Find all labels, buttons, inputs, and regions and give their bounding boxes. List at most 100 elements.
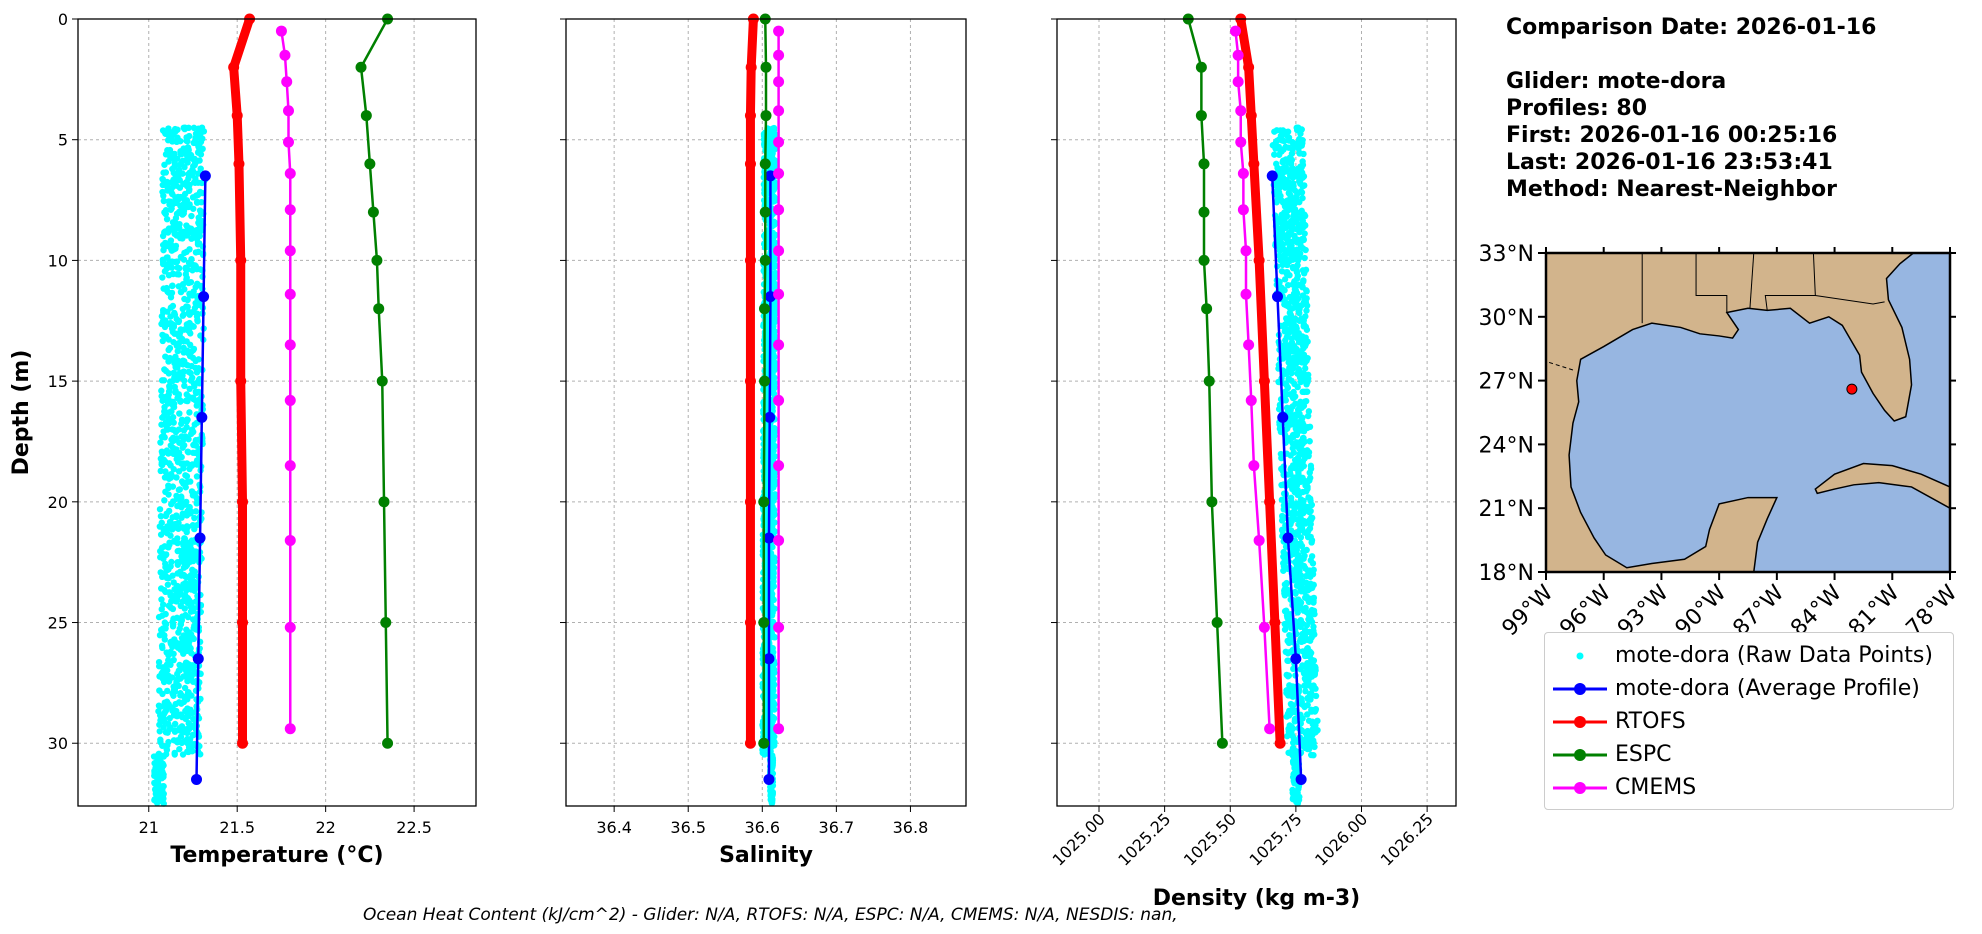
raw-point [1283, 177, 1291, 184]
raw-point [1296, 149, 1303, 157]
raw-point [182, 484, 189, 491]
raw-point [768, 148, 776, 155]
y-axis-label: Depth (m) [9, 350, 34, 476]
raw-point [1278, 517, 1286, 524]
raw-point [174, 502, 181, 510]
raw-point [176, 486, 183, 493]
raw-point [768, 792, 775, 799]
raw-point [190, 288, 197, 295]
raw-point [1289, 165, 1296, 172]
raw-point [1289, 174, 1297, 181]
raw-point [156, 794, 163, 801]
raw-point [770, 699, 777, 706]
raw-point [1305, 596, 1312, 604]
rtofs-marker [1264, 496, 1276, 508]
raw-point [162, 130, 169, 137]
raw-point [185, 720, 192, 727]
espc-marker [360, 110, 372, 122]
profile-panel-3: 1025.00 1025.25 1025.50 1025.75 1026.00 1026.… [1049, 13, 1457, 911]
raw-point [156, 506, 164, 513]
axes-frame [1056, 18, 1457, 807]
mote-dora-average-profile-line [1271, 175, 1303, 780]
raw-point [180, 564, 188, 571]
raw-point [1302, 607, 1309, 614]
raw-point [189, 449, 197, 456]
cmems-marker [773, 204, 785, 216]
raw-point [1295, 577, 1302, 585]
espc-marker [759, 158, 771, 170]
gulf-of-mexico [1568, 252, 1951, 573]
raw-point [1303, 546, 1310, 554]
raw-point [1292, 442, 1299, 449]
raw-point [1280, 562, 1288, 569]
raw-point [188, 674, 195, 682]
raw-point [184, 594, 191, 602]
raw-point [190, 441, 197, 449]
x-axis-label: Temperature (°C) [170, 843, 383, 868]
raw-point [175, 519, 182, 527]
raw-point [168, 282, 176, 290]
raw-point [168, 558, 175, 566]
rtofs-marker [1248, 158, 1260, 170]
raw-point [165, 657, 172, 664]
raw-point [178, 739, 185, 747]
raw-point [1305, 678, 1312, 685]
raw-point [1274, 234, 1282, 241]
raw-point [1292, 354, 1299, 361]
raw-point [1285, 672, 1293, 679]
mote-dora-average-profile-line [767, 175, 772, 780]
raw-point [1291, 286, 1299, 293]
rtofs-marker [1243, 61, 1255, 73]
raw-point [1274, 165, 1282, 172]
raw-point [1281, 380, 1289, 387]
raw-point [199, 135, 206, 142]
raw-point [190, 345, 198, 353]
raw-point [165, 358, 172, 365]
raw-point [1287, 255, 1294, 263]
raw-point [170, 650, 177, 658]
raw-point [1296, 309, 1303, 317]
raw-point [1291, 718, 1298, 725]
raw-point [167, 198, 174, 205]
raw-point [1300, 317, 1307, 324]
raw-point [190, 550, 198, 557]
espc-marker [1198, 254, 1210, 266]
raw-point [177, 137, 184, 145]
state-border [1695, 253, 1728, 313]
espc-marker [760, 110, 772, 122]
raw-point [195, 388, 202, 396]
raw-point [1295, 785, 1302, 793]
raw-point [186, 503, 193, 511]
cmems-marker [773, 339, 785, 351]
raw-point [187, 478, 194, 485]
y-tick-label: 20 [48, 493, 68, 512]
espc-marker [380, 617, 392, 629]
raw-point [179, 312, 187, 319]
raw-point [158, 585, 165, 592]
raw-point [194, 318, 201, 325]
raw-point [1307, 696, 1314, 703]
cmems-marker [773, 136, 785, 148]
raw-point [161, 323, 169, 331]
raw-point [193, 226, 201, 234]
raw-point [1288, 497, 1295, 505]
raw-point [1293, 567, 1300, 575]
raw-point [1304, 711, 1311, 718]
raw-point [1303, 288, 1310, 295]
raw-point [1282, 143, 1289, 151]
raw-point [770, 275, 777, 282]
rtofs-marker [235, 375, 247, 387]
raw-point [1298, 337, 1306, 344]
raw-point [158, 387, 165, 394]
mote-dora-average-profile-marker [1290, 653, 1302, 665]
x-tick-label: 36.8 [893, 818, 929, 837]
raw-point [1295, 552, 1302, 559]
raw-point [1303, 302, 1311, 309]
raw-point [190, 715, 197, 723]
raw-point [165, 346, 172, 354]
raw-point [1294, 295, 1302, 302]
raw-point [1283, 404, 1291, 412]
raw-point [185, 279, 192, 287]
rtofs-marker [1253, 254, 1265, 266]
cmems-marker [284, 534, 296, 546]
